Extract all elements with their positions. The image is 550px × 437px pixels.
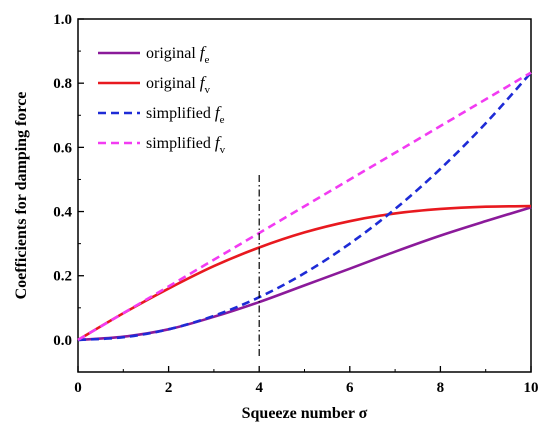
y-tick-label: 1.0: [53, 12, 72, 28]
legend-label: simplified fv: [146, 133, 226, 156]
x-tick-label: 0: [74, 380, 82, 396]
series-line-2: [77, 204, 532, 342]
y-tick-label: 0.4: [53, 205, 72, 221]
y-tick-label: 0.2: [53, 269, 72, 285]
x-tick-label: 8: [437, 380, 445, 396]
y-tick-label: 0.6: [53, 140, 72, 156]
x-tick-label: 6: [346, 380, 354, 396]
legend-label: original fv: [146, 73, 211, 96]
axis-ticks: 0 2 4 6 8 10 0.0 0.2 0.4 0.6 0.8 1.0: [53, 12, 538, 396]
series-line-4: [77, 71, 532, 342]
plot-series: [77, 71, 532, 342]
x-tick-label: 4: [255, 380, 263, 396]
plot-frame: [77, 18, 532, 373]
legend: original fe original fv simplified fe simpl…: [98, 43, 226, 156]
series-line-1: [77, 206, 532, 342]
y-axis-title: Coefficients for damping force: [13, 92, 30, 300]
x-tick-label: 2: [165, 380, 173, 396]
x-axis-title: Squeeze number σ: [242, 405, 368, 422]
series-line-3: [77, 71, 532, 342]
y-tick-label: 0.0: [53, 333, 72, 349]
y-tick-label: 0.8: [53, 76, 72, 92]
x-tick-label: 10: [524, 380, 539, 396]
legend-label: original fe: [146, 43, 210, 66]
legend-label: simplified fe: [146, 103, 225, 126]
